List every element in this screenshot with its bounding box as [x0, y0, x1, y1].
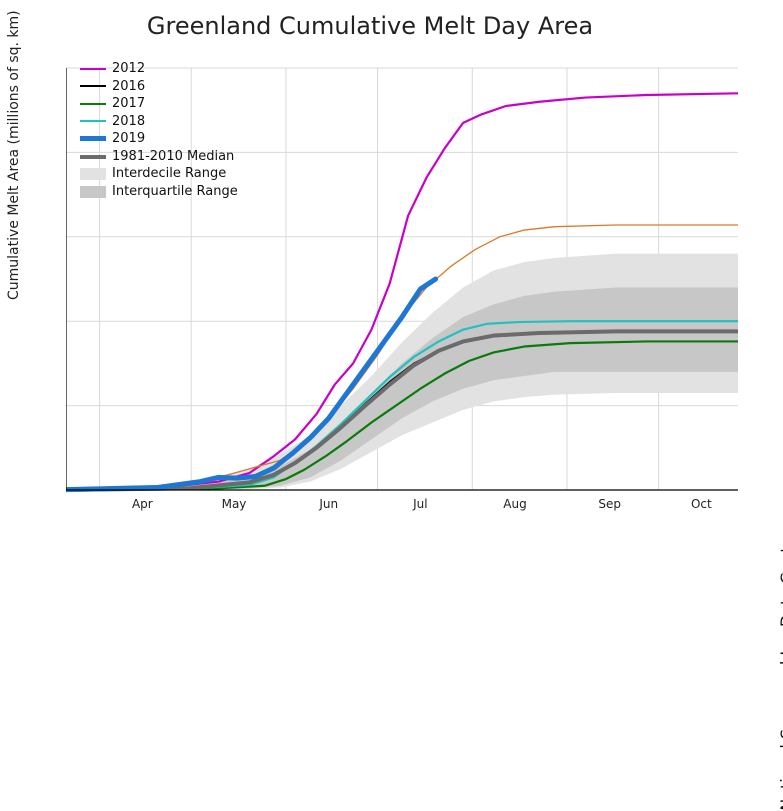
legend-label: 2012 [112, 60, 145, 78]
legend: 201220162017201820191981-2010 MedianInte… [80, 60, 238, 200]
svg-text:May: May [222, 497, 247, 511]
legend-label: 2018 [112, 113, 145, 131]
legend-label: 2019 [112, 130, 145, 148]
legend-swatch [80, 68, 106, 70]
svg-text:Oct: Oct [691, 497, 712, 511]
legend-label: Interquartile Range [112, 183, 238, 201]
credit-text: National Snow and Ice Data Center [777, 530, 783, 811]
legend-swatch [80, 85, 106, 87]
legend-label: Interdecile Range [112, 165, 226, 183]
legend-swatch [80, 168, 106, 180]
legend-label: 1981-2010 Median [112, 148, 234, 166]
legend-swatch [80, 120, 106, 122]
legend-item: 1981-2010 Median [80, 148, 238, 166]
legend-item: Interquartile Range [80, 183, 238, 201]
legend-item: 2017 [80, 95, 238, 113]
legend-item: 2016 [80, 78, 238, 96]
chart-title: Greenland Cumulative Melt Day Area [0, 12, 740, 40]
legend-item: 2019 [80, 130, 238, 148]
legend-label: 2017 [112, 95, 145, 113]
legend-swatch [80, 136, 106, 141]
svg-text:Sep: Sep [598, 497, 621, 511]
legend-swatch [80, 155, 106, 159]
legend-swatch [80, 186, 106, 198]
legend-swatch [80, 103, 106, 105]
legend-item: 2018 [80, 113, 238, 131]
legend-item: 2012 [80, 60, 238, 78]
svg-text:Apr: Apr [132, 497, 153, 511]
y-axis-label: Cumulative Melt Area (millions of sq. km… [6, 10, 22, 300]
legend-item: Interdecile Range [80, 165, 238, 183]
svg-text:Aug: Aug [503, 497, 526, 511]
svg-text:Jun: Jun [318, 497, 338, 511]
legend-label: 2016 [112, 78, 145, 96]
svg-text:Jul: Jul [412, 497, 427, 511]
